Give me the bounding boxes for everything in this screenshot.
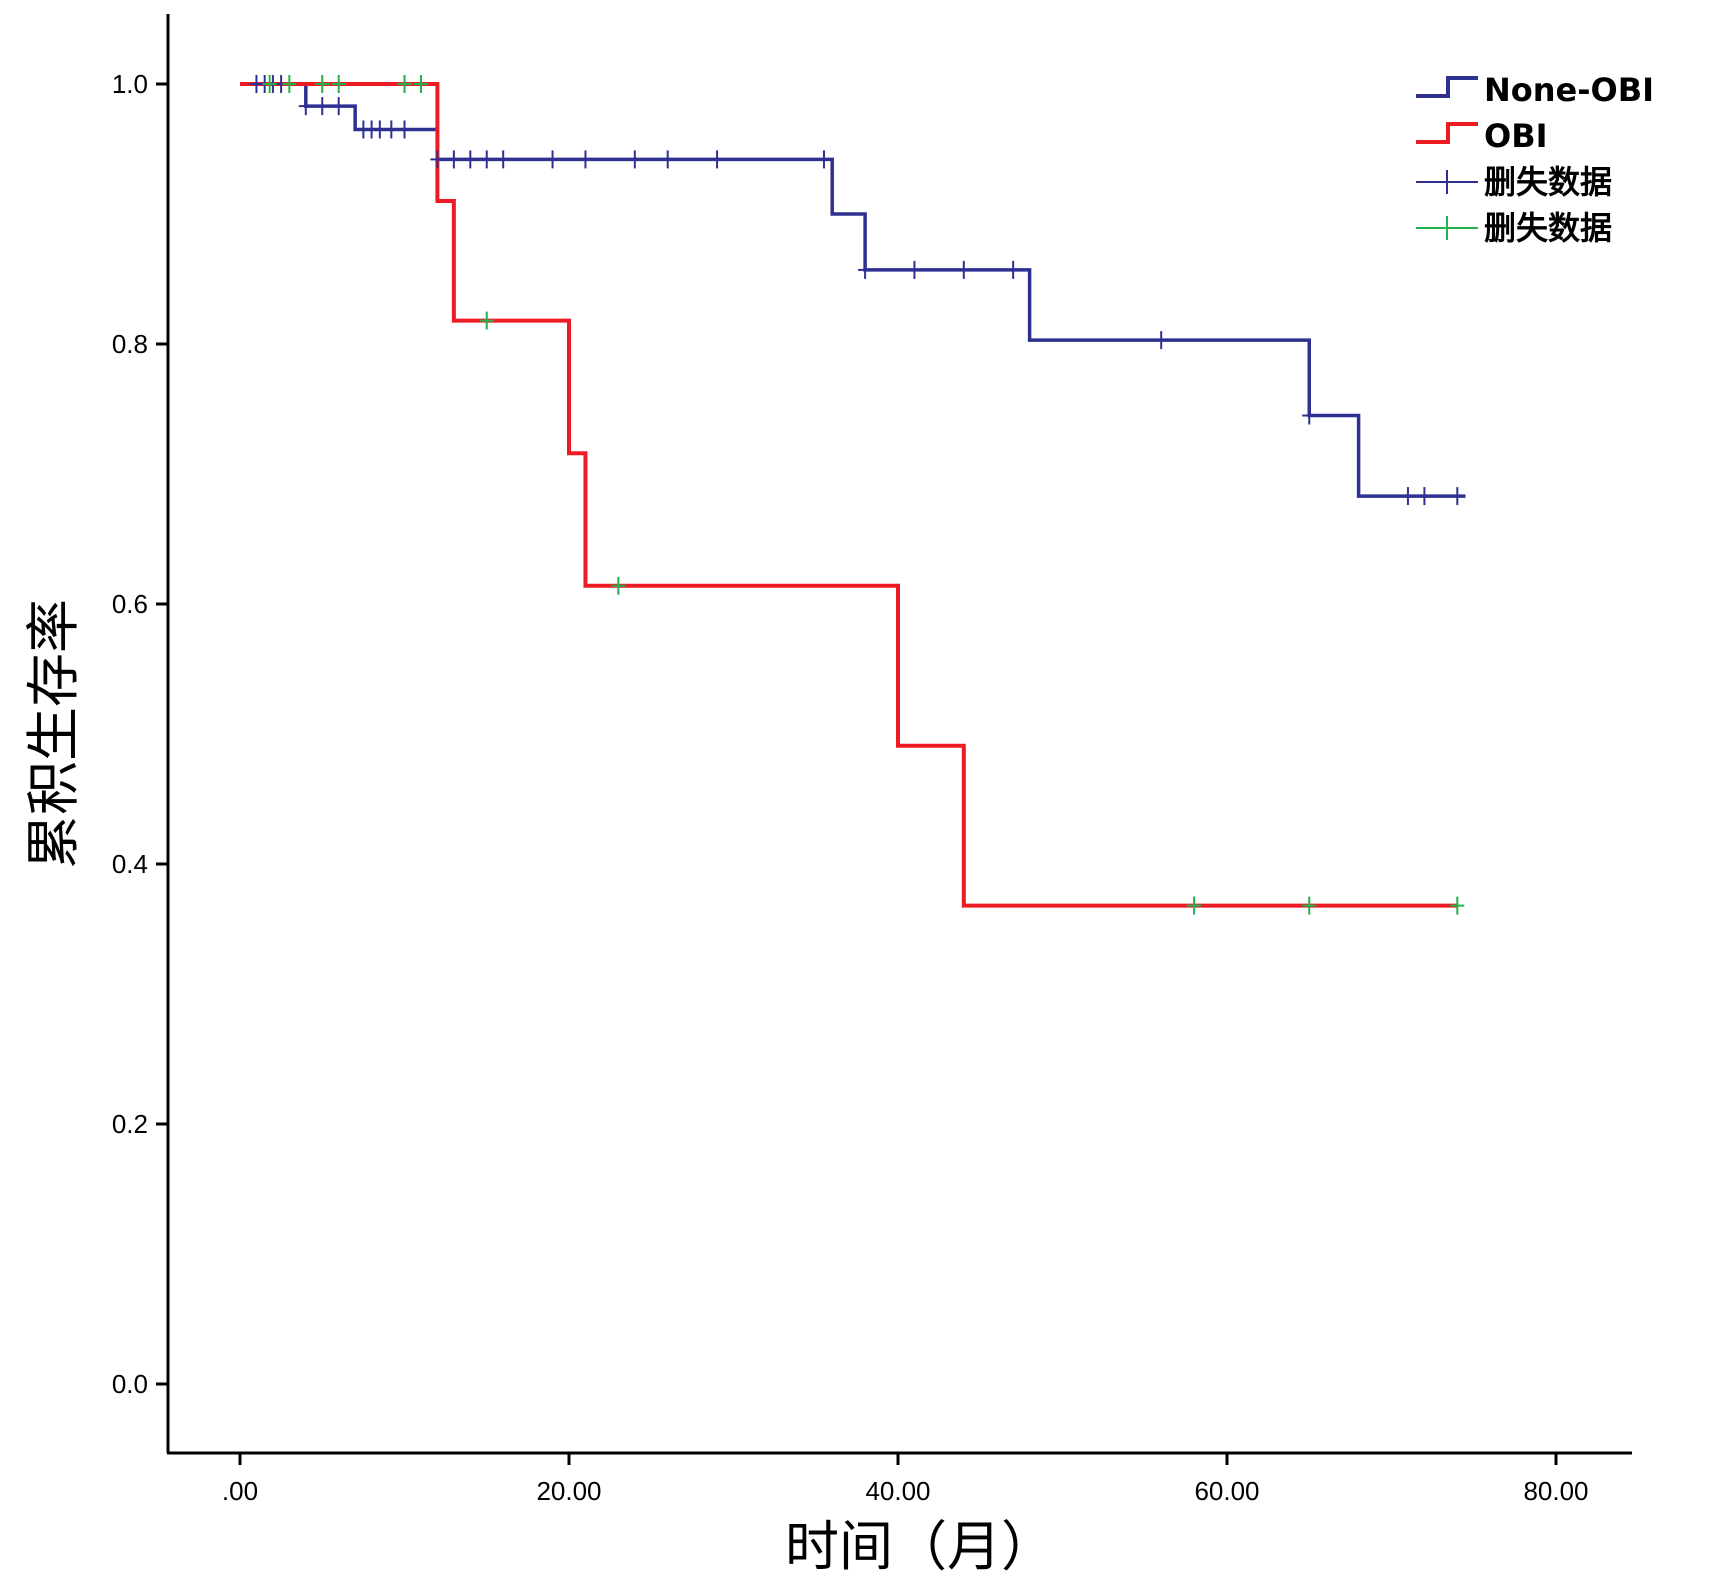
censor-mark-none-obi — [1400, 487, 1415, 506]
censor-mark-none-obi — [1417, 487, 1432, 506]
y-tick-label: 0.2 — [112, 1109, 148, 1139]
censor-mark-none-obi — [446, 150, 461, 169]
censor-mark-none-obi — [816, 150, 831, 169]
y-tick-label: 1.0 — [112, 69, 148, 99]
y-tick-label: 0.6 — [112, 589, 148, 619]
series-layer — [240, 82, 1466, 908]
axes: 0.0 0.2 0.4 0.6 0.8 1.0 .00 20.00 40.00 60.00 80.… — [112, 14, 1632, 1506]
censor-mark-none-obi — [578, 150, 593, 169]
censor-mark-none-obi — [1154, 331, 1169, 350]
x-tick-label: 40.00 — [865, 1476, 930, 1506]
censor-mark-obi — [479, 311, 494, 330]
legend-label: OBI — [1484, 117, 1548, 155]
censor-mark-obi — [1187, 896, 1202, 915]
y-tick-label: 0.0 — [112, 1369, 148, 1399]
censor-mark-none-obi — [660, 150, 675, 169]
censor-mark-none-obi — [858, 260, 873, 279]
censor-mark-none-obi — [463, 150, 478, 169]
censor-mark-none-obi — [331, 97, 346, 116]
series-line-none-obi — [240, 82, 1466, 498]
x-ticks: .00 20.00 40.00 60.00 80.00 — [222, 1453, 1589, 1506]
legend-item: OBI — [1416, 117, 1548, 155]
legend-label: 删失数据 — [1484, 163, 1612, 201]
censor-mark-none-obi — [496, 150, 511, 169]
y-tick-label: 0.8 — [112, 329, 148, 359]
series-line-obi — [240, 82, 1458, 908]
censor-mark-none-obi — [384, 120, 399, 139]
censor-mark-none-obi — [1302, 406, 1317, 425]
censor-mark-none-obi — [710, 150, 725, 169]
y-axis-title: 累积生存率 — [22, 599, 85, 869]
x-tick-label: 60.00 — [1194, 1476, 1259, 1506]
censor-mark-none-obi — [1450, 487, 1465, 506]
censor-mark-none-obi — [907, 260, 922, 279]
censor-mark-none-obi — [1006, 260, 1021, 279]
censor-layer — [249, 75, 1465, 915]
censor-mark-obi — [331, 75, 346, 93]
legend-label: None-OBI — [1484, 71, 1654, 109]
censor-mark-obi — [611, 576, 626, 595]
censor-mark-none-obi — [545, 150, 560, 169]
censor-mark-none-obi — [956, 260, 971, 279]
censor-mark-obi — [262, 75, 277, 93]
censor-mark-obi — [397, 75, 412, 93]
censor-mark-none-obi — [397, 120, 412, 139]
censor-mark-none-obi — [315, 97, 330, 116]
censor-mark-obi — [413, 75, 428, 93]
x-tick-label: 80.00 — [1523, 1476, 1588, 1506]
censor-mark-none-obi — [627, 150, 642, 169]
censor-mark-obi — [1302, 896, 1317, 915]
y-ticks: 0.0 0.2 0.4 0.6 0.8 1.0 — [112, 69, 168, 1399]
legend-item: 删失数据 — [1416, 163, 1612, 201]
censor-mark-obi — [315, 75, 330, 93]
legend-swatch-step — [1416, 122, 1478, 144]
legend-label: 删失数据 — [1484, 209, 1612, 247]
y-tick-label: 0.4 — [112, 849, 148, 879]
censor-mark-obi — [1450, 896, 1465, 915]
x-axis-title: 时间（月） — [785, 1515, 1055, 1578]
censor-mark-obi — [282, 75, 297, 93]
legend-swatch-step — [1416, 76, 1478, 98]
x-tick-label: .00 — [222, 1476, 258, 1506]
censor-mark-none-obi — [479, 150, 494, 169]
x-tick-label: 20.00 — [536, 1476, 601, 1506]
censor-mark-none-obi — [430, 150, 445, 169]
censor-mark-none-obi — [298, 97, 313, 116]
legend-item: 删失数据 — [1416, 209, 1612, 247]
legend-item: None-OBI — [1416, 71, 1654, 109]
